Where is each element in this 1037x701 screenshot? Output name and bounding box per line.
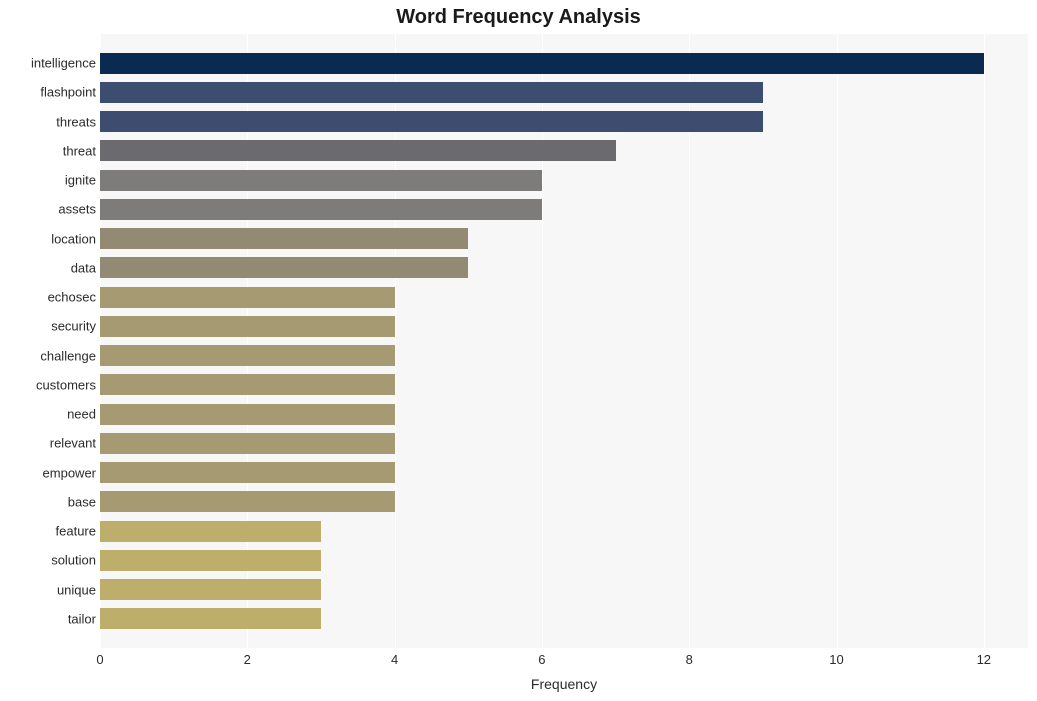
bar (100, 170, 542, 191)
y-tick-label: assets (0, 203, 96, 216)
y-axis-labels: intelligence flashpoint threats threat ignit… (0, 34, 96, 648)
x-tick-label: 2 (244, 652, 251, 667)
bar (100, 550, 321, 571)
y-tick-label: intelligence (0, 57, 96, 70)
y-tick-label: data (0, 261, 96, 274)
plot-area (100, 34, 1028, 648)
bar (100, 374, 395, 395)
y-tick-label: tailor (0, 612, 96, 625)
bar (100, 404, 395, 425)
bar (100, 82, 763, 103)
y-tick-label: relevant (0, 437, 96, 450)
y-tick-label: flashpoint (0, 86, 96, 99)
x-tick-label: 8 (686, 652, 693, 667)
bar (100, 579, 321, 600)
bar (100, 287, 395, 308)
bar-row (100, 579, 1028, 600)
y-tick-label: ignite (0, 174, 96, 187)
bar (100, 462, 395, 483)
y-tick-label: customers (0, 378, 96, 391)
bar (100, 316, 395, 337)
bars-layer (100, 34, 1028, 648)
bar (100, 199, 542, 220)
x-tick-label: 12 (977, 652, 991, 667)
bar (100, 53, 984, 74)
bar-row (100, 82, 1028, 103)
bar-row (100, 521, 1028, 542)
bar-row (100, 140, 1028, 161)
bar (100, 608, 321, 629)
bar-row (100, 462, 1028, 483)
bar-row (100, 199, 1028, 220)
x-tick-label: 4 (391, 652, 398, 667)
bar-row (100, 491, 1028, 512)
y-tick-label: challenge (0, 349, 96, 362)
bar (100, 521, 321, 542)
bar-row (100, 345, 1028, 366)
bar-row (100, 550, 1028, 571)
y-tick-label: echosec (0, 291, 96, 304)
word-frequency-chart: Word Frequency Analysis intelligence flas… (0, 0, 1037, 701)
bar-row (100, 404, 1028, 425)
bar (100, 111, 763, 132)
y-tick-label: threat (0, 144, 96, 157)
y-tick-label: need (0, 408, 96, 421)
bar (100, 140, 616, 161)
x-tick-label: 6 (538, 652, 545, 667)
x-axis-label: Frequency (100, 676, 1028, 692)
bar-row (100, 374, 1028, 395)
y-tick-label: unique (0, 583, 96, 596)
chart-title: Word Frequency Analysis (0, 6, 1037, 29)
x-tick-label: 10 (829, 652, 843, 667)
x-tick-label: 0 (96, 652, 103, 667)
bar-row (100, 228, 1028, 249)
y-tick-label: base (0, 495, 96, 508)
y-tick-label: threats (0, 115, 96, 128)
bar-row (100, 316, 1028, 337)
y-tick-label: empower (0, 466, 96, 479)
y-tick-label: feature (0, 525, 96, 538)
bar-row (100, 111, 1028, 132)
bar-row (100, 257, 1028, 278)
bar-row (100, 287, 1028, 308)
bar-row (100, 433, 1028, 454)
bar (100, 491, 395, 512)
bar (100, 433, 395, 454)
y-tick-label: security (0, 320, 96, 333)
bar (100, 257, 468, 278)
bar-row (100, 170, 1028, 191)
bar-row (100, 53, 1028, 74)
y-tick-label: solution (0, 554, 96, 567)
bar (100, 228, 468, 249)
bar-row (100, 608, 1028, 629)
y-tick-label: location (0, 232, 96, 245)
bar (100, 345, 395, 366)
